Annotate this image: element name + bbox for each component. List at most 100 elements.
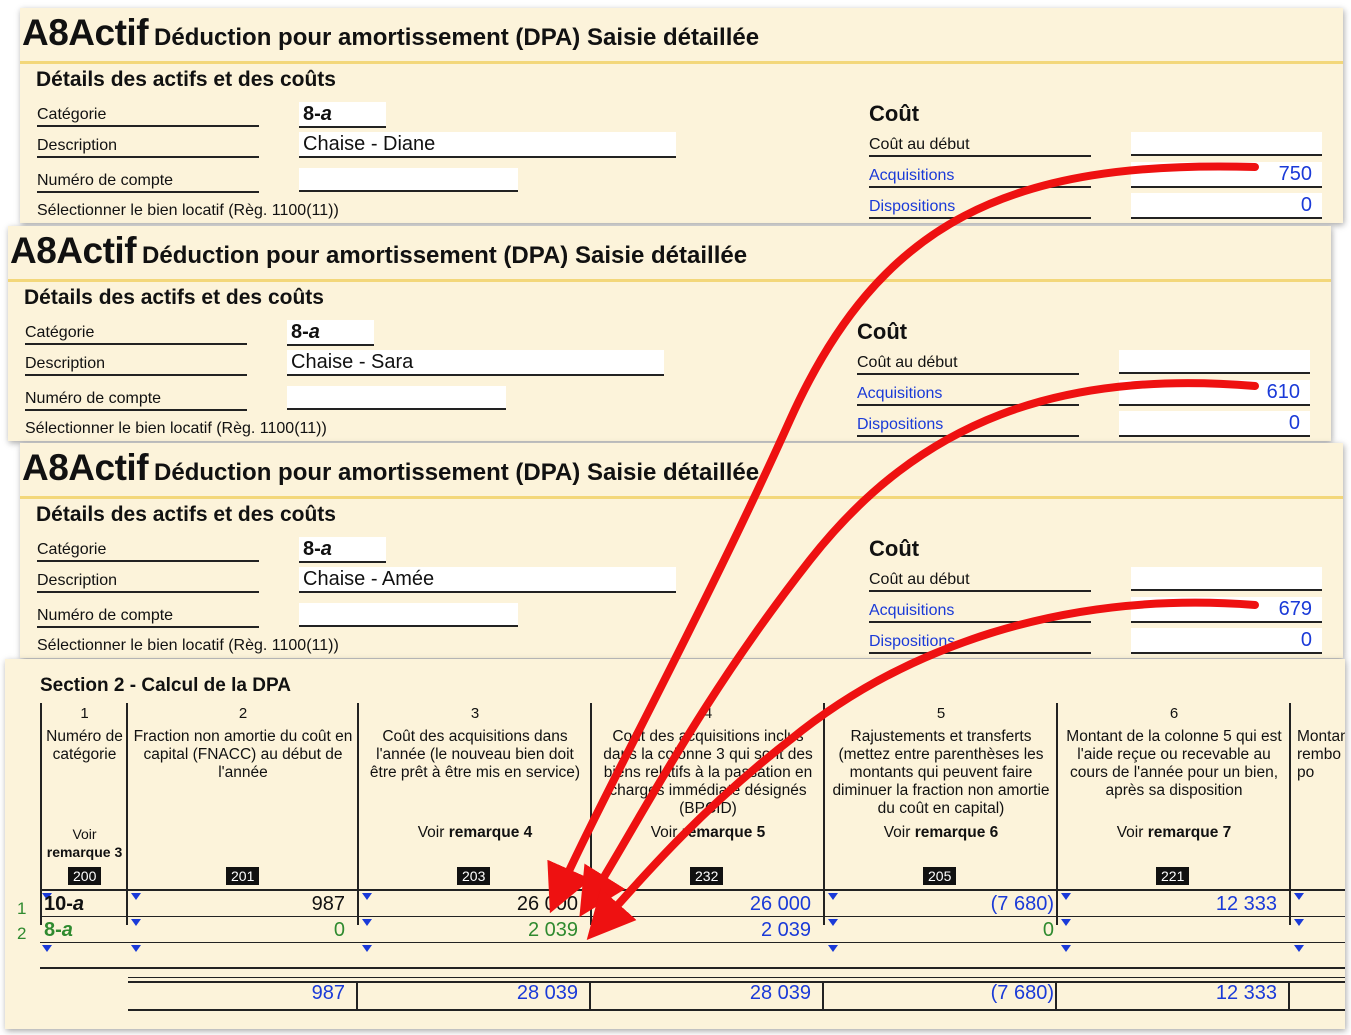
categorie-field[interactable]: 8-a bbox=[299, 102, 386, 128]
remark-prefix: Voir bbox=[650, 824, 682, 841]
dispositions-link[interactable]: Dispositions bbox=[869, 633, 1091, 654]
col-2: 2 Fraction non amortie du coût en capita… bbox=[126, 703, 358, 925]
total-acquisitions: 28 039 bbox=[516, 982, 578, 1004]
form-subtitle: Déduction pour amortissement (DPA) Saisi… bbox=[142, 242, 748, 269]
total-divider bbox=[1055, 981, 1057, 1009]
compte-field[interactable] bbox=[299, 603, 518, 627]
field-dropdown-icon[interactable] bbox=[1061, 919, 1071, 926]
cout-debut-field[interactable] bbox=[1131, 132, 1322, 156]
col-header: Montant rembo po bbox=[1297, 728, 1345, 781]
row1-categorie[interactable]: 10-a bbox=[44, 892, 84, 916]
dispositions-field[interactable]: 0 bbox=[1131, 628, 1322, 654]
row2-fnacc[interactable]: 0 bbox=[333, 919, 345, 941]
col-remark: Voir remarque 6 bbox=[825, 824, 1057, 842]
section-heading: Détails des actifs et des coûts bbox=[36, 503, 336, 526]
field-dropdown-icon[interactable] bbox=[828, 893, 838, 900]
cout-debut-field[interactable] bbox=[1131, 567, 1322, 591]
arrow-610-to-table bbox=[579, 379, 1259, 917]
col-number: 6 bbox=[1169, 705, 1179, 722]
panel-title: A8Actif Déduction pour amortissement (DPA… bbox=[10, 230, 747, 272]
app-name: A8Actif bbox=[22, 447, 149, 488]
title-divider bbox=[8, 279, 1331, 282]
compte-field[interactable] bbox=[287, 386, 506, 410]
title-divider bbox=[20, 496, 1343, 499]
app-name: A8Actif bbox=[10, 230, 137, 271]
field-dropdown-icon[interactable] bbox=[131, 945, 141, 952]
title-divider bbox=[20, 61, 1343, 64]
col-7: Montant rembo po bbox=[1289, 703, 1345, 925]
total-divider bbox=[589, 981, 591, 1009]
row1-aide[interactable]: 12 333 bbox=[1215, 893, 1277, 915]
total-bpcid: 28 039 bbox=[749, 982, 811, 1004]
field-dropdown-icon[interactable] bbox=[362, 919, 372, 926]
description-label: Description bbox=[37, 572, 259, 593]
row2-acquisitions[interactable]: 2 039 bbox=[527, 919, 578, 941]
field-dropdown-icon[interactable] bbox=[42, 893, 52, 900]
acquisitions-link[interactable]: Acquisitions bbox=[869, 602, 1091, 623]
row2-bpcid[interactable]: 2 039 bbox=[760, 919, 811, 941]
compte-label: Numéro de compte bbox=[37, 607, 259, 628]
row-number: 2 bbox=[17, 924, 27, 943]
col-header: Coût des acquisitions dans l'année (le n… bbox=[369, 728, 581, 781]
categorie-field[interactable]: 8-a bbox=[299, 537, 386, 563]
remark-prefix: Voir bbox=[1116, 824, 1148, 841]
col-number: 4 bbox=[703, 705, 713, 722]
bien-locatif-label: Sélectionner le bien locatif (Règ. 1100(… bbox=[25, 420, 327, 437]
row2-rajustements[interactable]: 0 bbox=[1042, 919, 1054, 941]
col-5: 5 Rajustements et transferts (mettez ent… bbox=[823, 703, 1057, 925]
compte-field[interactable] bbox=[299, 168, 518, 192]
field-dropdown-icon[interactable] bbox=[1294, 919, 1304, 926]
total-rajustements: (7 680) bbox=[990, 982, 1054, 1004]
field-dropdown-icon[interactable] bbox=[42, 945, 52, 952]
categorie-number: 8- bbox=[291, 321, 309, 343]
cout-heading: Coût bbox=[857, 319, 908, 344]
col-4: 4 Coût des acquisitions inclus dans la c… bbox=[590, 703, 824, 925]
description-field[interactable]: Chaise - Diane bbox=[299, 132, 676, 158]
remark-ref: remarque 3 bbox=[46, 844, 123, 860]
cout-heading: Coût bbox=[869, 101, 920, 126]
field-dropdown-icon[interactable] bbox=[1294, 945, 1304, 952]
section-heading: Détails des actifs et des coûts bbox=[36, 68, 336, 91]
field-dropdown-icon[interactable] bbox=[1061, 893, 1071, 900]
total-divider bbox=[822, 981, 824, 1009]
row1-rajustements[interactable]: (7 680) bbox=[990, 893, 1054, 915]
col-3: 3 Coût des acquisitions dans l'année (le… bbox=[357, 703, 591, 925]
row1-bpcid[interactable]: 26 000 bbox=[749, 893, 811, 915]
dispositions-link[interactable]: Dispositions bbox=[869, 198, 1091, 219]
col-remark: Voir remarque 5 bbox=[592, 824, 824, 842]
section-heading: Détails des actifs et des coûts bbox=[24, 286, 324, 309]
acquisitions-link[interactable]: Acquisitions bbox=[857, 385, 1079, 406]
form-subtitle: Déduction pour amortissement (DPA) Saisi… bbox=[154, 459, 760, 486]
description-field[interactable]: Chaise - Amée bbox=[299, 567, 676, 593]
field-dropdown-icon[interactable] bbox=[828, 945, 838, 952]
dispositions-field[interactable]: 0 bbox=[1131, 193, 1322, 219]
field-dropdown-icon[interactable] bbox=[362, 893, 372, 900]
dispositions-link[interactable]: Dispositions bbox=[857, 416, 1079, 437]
form-subtitle: Déduction pour amortissement (DPA) Saisi… bbox=[154, 24, 760, 51]
field-dropdown-icon[interactable] bbox=[362, 945, 372, 952]
arrow-679-to-table bbox=[586, 598, 1259, 940]
acquisitions-link[interactable]: Acquisitions bbox=[869, 167, 1091, 188]
description-field[interactable]: Chaise - Sara bbox=[287, 350, 664, 376]
row2-categorie[interactable]: 8-a bbox=[44, 918, 73, 942]
categorie-field[interactable]: 8-a bbox=[287, 320, 374, 346]
cout-debut-field[interactable] bbox=[1119, 350, 1310, 374]
field-dropdown-icon[interactable] bbox=[131, 919, 141, 926]
bien-locatif-label: Sélectionner le bien locatif (Règ. 1100(… bbox=[37, 637, 339, 654]
remark-ref: remarque 6 bbox=[914, 824, 999, 841]
field-dropdown-icon[interactable] bbox=[1061, 945, 1071, 952]
dispositions-field[interactable]: 0 bbox=[1119, 411, 1310, 437]
description-label: Description bbox=[25, 355, 247, 376]
col-6: 6 Montant de la colonne 5 qui est l'aide… bbox=[1056, 703, 1290, 925]
col-number: 2 bbox=[238, 705, 248, 722]
field-dropdown-icon[interactable] bbox=[1294, 893, 1304, 900]
cout-heading: Coût bbox=[869, 536, 920, 561]
field-dropdown-icon[interactable] bbox=[131, 893, 141, 900]
col-remark: Voir remarque 4 bbox=[359, 824, 591, 842]
totals-row bbox=[128, 977, 1345, 1011]
categorie-letter: a bbox=[320, 538, 332, 560]
row1-fnacc[interactable]: 987 bbox=[311, 893, 345, 915]
field-dropdown-icon[interactable] bbox=[828, 919, 838, 926]
cout-debut-label: Coût au début bbox=[857, 354, 1079, 375]
